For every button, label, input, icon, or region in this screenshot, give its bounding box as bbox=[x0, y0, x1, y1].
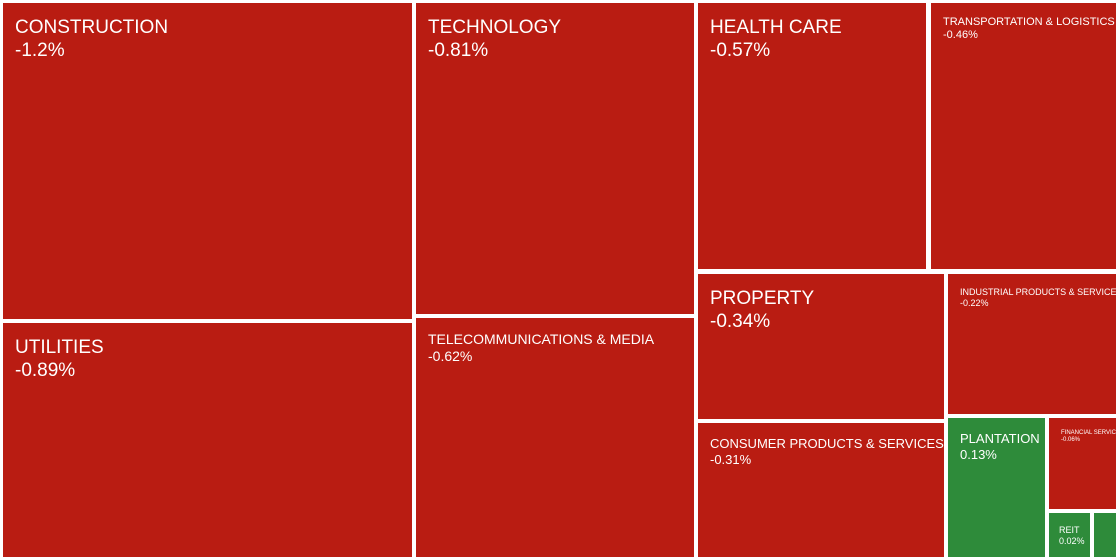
tile-change: -0.22% bbox=[960, 297, 989, 308]
tile-construction[interactable]: CONSTRUCTION -1.2% bbox=[3, 3, 412, 319]
tile-name: TRANSPORTATION & LOGISTICS bbox=[943, 16, 1115, 28]
tile-change: -0.62% bbox=[428, 347, 473, 364]
tile-technology[interactable]: TECHNOLOGY -0.81% bbox=[416, 3, 694, 314]
tile-name: CONSTRUCTION bbox=[15, 17, 169, 38]
tile-name: HEALTH CARE bbox=[710, 17, 842, 38]
tile-health-care[interactable]: HEALTH CARE -0.57% bbox=[698, 3, 926, 269]
tile-change: 0.13% bbox=[960, 446, 997, 462]
tile-telecommunications-and-media[interactable]: TELECOMMUNICATIONS & MEDIA -0.62% bbox=[416, 318, 694, 557]
tile-name: UTILITIES bbox=[15, 337, 104, 358]
tile-change: -0.31% bbox=[710, 451, 752, 467]
tile-transportation-and-logistics[interactable]: TRANSPORTATION & LOGISTICS -0.46% bbox=[931, 3, 1116, 269]
tile-change: -1.2% bbox=[15, 39, 65, 61]
tile-plantation[interactable]: PLANTATION 0.13% bbox=[948, 418, 1045, 557]
tile-unlabeled-12[interactable] bbox=[1094, 513, 1116, 557]
tile-change: -0.57% bbox=[710, 39, 771, 61]
tile-name: TECHNOLOGY bbox=[428, 17, 562, 38]
tile-consumer-products-and-services[interactable]: CONSUMER PRODUCTS & SERVICES -0.31% bbox=[698, 423, 944, 557]
tile-name: TELECOMMUNICATIONS & MEDIA bbox=[428, 331, 655, 347]
tile-reit[interactable]: REIT 0.02% bbox=[1049, 513, 1090, 557]
tile-change: -0.34% bbox=[710, 310, 771, 332]
tile-financial-services[interactable]: FINANCIAL SERVICES-0.06% bbox=[1049, 418, 1116, 509]
tile-change: 0.02% bbox=[1059, 535, 1085, 546]
tile-change: -0.06% bbox=[1061, 437, 1081, 444]
tile-change: -0.46% bbox=[943, 29, 978, 42]
tile-name: FINANCIAL SERVICES bbox=[1061, 430, 1116, 436]
tile-name: PROPERTY bbox=[710, 288, 815, 309]
tile-property[interactable]: PROPERTY -0.34% bbox=[698, 274, 944, 419]
tile-industrial-products-and-services[interactable]: INDUSTRIAL PRODUCTS & SERVICES -0.22% bbox=[948, 274, 1116, 414]
tile-utilities[interactable]: UTILITIES -0.89% bbox=[3, 323, 412, 557]
tile-name: REIT bbox=[1059, 525, 1080, 535]
tile-name: PLANTATION bbox=[960, 431, 1040, 446]
tile-name: INDUSTRIAL PRODUCTS & SERVICES bbox=[960, 287, 1116, 297]
tile-name: CONSUMER PRODUCTS & SERVICES bbox=[710, 436, 944, 451]
tile-change: -0.81% bbox=[428, 39, 489, 61]
tile-change: -0.89% bbox=[15, 359, 76, 381]
